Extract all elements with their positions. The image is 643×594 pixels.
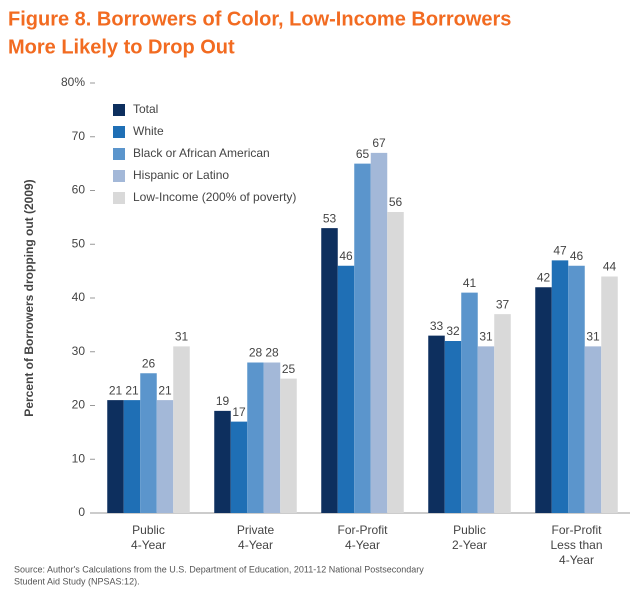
bar — [140, 373, 157, 513]
value-label: 31 — [175, 330, 189, 344]
bar — [387, 212, 404, 513]
x-tick-label: Private 4-Year — [237, 523, 275, 552]
bar — [354, 163, 371, 513]
bar — [156, 400, 174, 513]
value-label: 31 — [586, 330, 600, 344]
value-label: 21 — [125, 383, 139, 397]
value-label: 31 — [479, 330, 493, 344]
value-label: 21 — [109, 383, 123, 397]
legend-swatch — [113, 104, 125, 116]
legend-label: Low-Income (200% of poverty) — [133, 190, 296, 204]
bar — [173, 346, 190, 513]
chart-title: Figure 8. Borrowers of Color, Low-Income… — [8, 8, 511, 30]
legend-label: Black or African American — [133, 146, 270, 160]
bar — [494, 314, 511, 513]
value-label: 28 — [249, 346, 263, 360]
y-tick-label: 80% — [61, 75, 85, 89]
value-label: 41 — [463, 276, 477, 290]
legend-label: Total — [133, 102, 158, 116]
bar — [551, 260, 569, 513]
value-label: 17 — [232, 405, 246, 419]
y-tick-label: 70 — [72, 129, 86, 143]
bar — [444, 341, 462, 513]
value-label: 65 — [356, 147, 370, 161]
y-tick-label: 20 — [72, 398, 86, 412]
bar — [321, 228, 338, 513]
value-label: 37 — [496, 297, 510, 311]
y-tick-label: 10 — [72, 451, 86, 465]
y-tick-label: 50 — [72, 236, 86, 250]
bar — [247, 362, 264, 513]
value-label: 44 — [603, 260, 617, 274]
bar — [568, 265, 585, 513]
source-note: Source: Author's Calculations from the U… — [14, 564, 424, 574]
value-label: 33 — [430, 319, 444, 333]
chart-title: More Likely to Drop Out — [8, 36, 235, 58]
y-tick-label: 30 — [72, 344, 86, 358]
x-tick-label: Public 4-Year — [131, 523, 166, 552]
legend-label: Hispanic or Latino — [133, 168, 229, 182]
legend-swatch — [113, 192, 125, 204]
bar — [370, 152, 388, 513]
value-label: 53 — [323, 211, 337, 225]
value-label: 21 — [158, 383, 172, 397]
value-label: 25 — [282, 362, 296, 376]
bar — [477, 346, 495, 513]
x-tick-label: For-Profit Less than 4-Year — [550, 523, 602, 567]
bar — [601, 276, 618, 513]
legend-swatch — [113, 126, 125, 138]
value-label: 26 — [142, 356, 156, 370]
y-tick-label: 60 — [72, 183, 86, 197]
bar — [230, 421, 248, 513]
value-label: 46 — [339, 249, 353, 263]
value-label: 19 — [216, 394, 230, 408]
bar — [535, 287, 552, 513]
bar — [428, 335, 445, 513]
value-label: 28 — [265, 346, 279, 360]
y-axis-label: Percent of Borrowers dropping out (2009) — [22, 179, 36, 416]
value-label: 67 — [372, 136, 386, 150]
bar — [263, 362, 281, 513]
legend-label: White — [133, 124, 164, 138]
value-label: 47 — [553, 244, 567, 258]
source-note: Student Aid Study (NPSAS:12). — [14, 576, 140, 586]
x-tick-label: Public 2-Year — [452, 523, 487, 552]
bar — [123, 400, 141, 513]
y-tick-label: 0 — [78, 505, 85, 519]
bar — [584, 346, 602, 513]
legend-swatch — [113, 170, 125, 182]
value-label: 32 — [446, 324, 460, 338]
bar — [107, 400, 124, 513]
bar — [461, 292, 478, 513]
value-label: 42 — [537, 270, 551, 284]
bar — [337, 265, 355, 513]
y-tick-label: 40 — [72, 290, 86, 304]
x-tick-label: For-Profit 4-Year — [337, 523, 388, 552]
legend-swatch — [113, 148, 125, 160]
value-label: 56 — [389, 195, 403, 209]
value-label: 46 — [570, 249, 584, 263]
bar — [214, 410, 231, 513]
bar — [280, 378, 297, 513]
